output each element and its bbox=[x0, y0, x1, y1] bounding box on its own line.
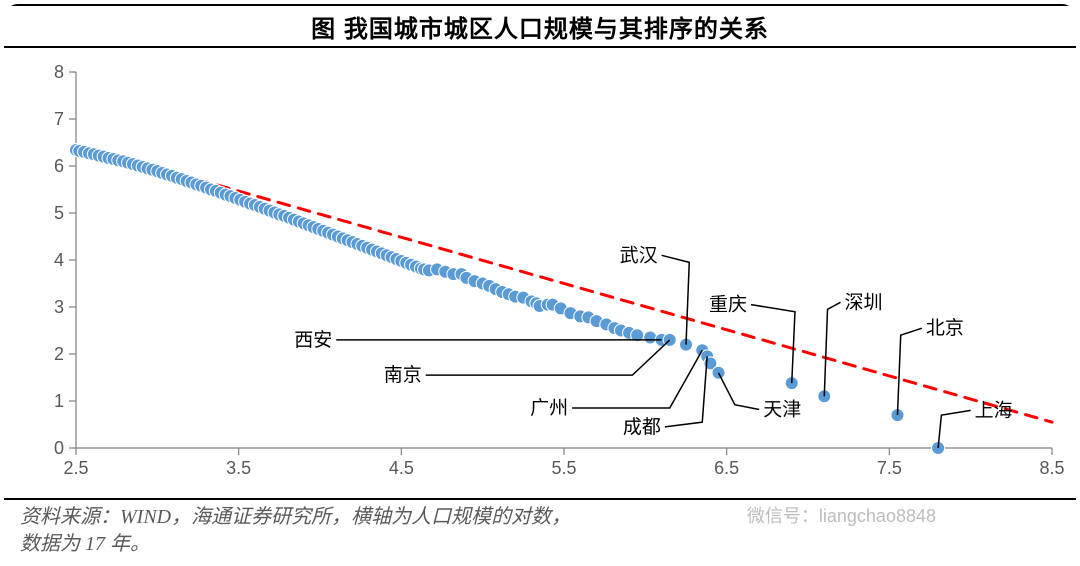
chart-svg: 0 1 2 3 4 5 6 7 8 2.5 3.5 4.5 5.5 6.5 7.5 8.5 西安南京 武汉广州成都… bbox=[4, 48, 1076, 498]
svg-text:7: 7 bbox=[54, 109, 64, 129]
chart-area: 0 1 2 3 4 5 6 7 8 2.5 3.5 4.5 5.5 6.5 7.5 8.5 西安南京 武汉广州成都… bbox=[4, 48, 1076, 498]
svg-text:8: 8 bbox=[54, 62, 64, 82]
svg-text:4: 4 bbox=[54, 250, 64, 270]
svg-text:武汉: 武汉 bbox=[620, 244, 658, 266]
svg-text:8.5: 8.5 bbox=[1039, 458, 1064, 478]
svg-text:3: 3 bbox=[54, 297, 64, 317]
svg-text:3.5: 3.5 bbox=[226, 458, 251, 478]
svg-text:北京: 北京 bbox=[926, 317, 964, 339]
svg-text:西安: 西安 bbox=[294, 329, 332, 351]
title-bar: 图 我国城市城区人口规模与其排序的关系 bbox=[4, 4, 1076, 48]
footer-separator bbox=[4, 498, 1076, 500]
svg-text:上海: 上海 bbox=[975, 399, 1013, 421]
svg-text:5: 5 bbox=[54, 203, 64, 223]
chart-frame: 图 我国城市城区人口规模与其排序的关系 0 1 2 3 4 5 6 7 8 2.5 3.5 4.5 5.… bbox=[4, 4, 1076, 562]
svg-text:4.5: 4.5 bbox=[389, 458, 414, 478]
svg-text:天津: 天津 bbox=[763, 398, 801, 420]
watermark: 微信号：liangchao8848 bbox=[747, 502, 936, 528]
svg-text:0: 0 bbox=[54, 438, 64, 458]
chart-title: 图 我国城市城区人口规模与其排序的关系 bbox=[311, 9, 769, 44]
svg-text:1: 1 bbox=[54, 391, 64, 411]
svg-text:6: 6 bbox=[54, 156, 64, 176]
svg-text:南京: 南京 bbox=[384, 364, 422, 386]
svg-text:重庆: 重庆 bbox=[709, 294, 747, 316]
svg-text:6.5: 6.5 bbox=[714, 458, 739, 478]
svg-text:2.5: 2.5 bbox=[63, 458, 88, 478]
caption-line-1: 资料来源：WIND，海通证券研究所，横轴为人口规模的对数， bbox=[20, 506, 571, 528]
svg-text:深圳: 深圳 bbox=[845, 291, 883, 313]
svg-text:5.5: 5.5 bbox=[551, 458, 576, 478]
svg-text:成都: 成都 bbox=[623, 416, 661, 438]
caption-line-2: 数据为 17 年。 bbox=[20, 533, 150, 555]
svg-text:广州: 广州 bbox=[530, 397, 568, 419]
svg-text:2: 2 bbox=[54, 344, 64, 364]
svg-text:7.5: 7.5 bbox=[877, 458, 902, 478]
